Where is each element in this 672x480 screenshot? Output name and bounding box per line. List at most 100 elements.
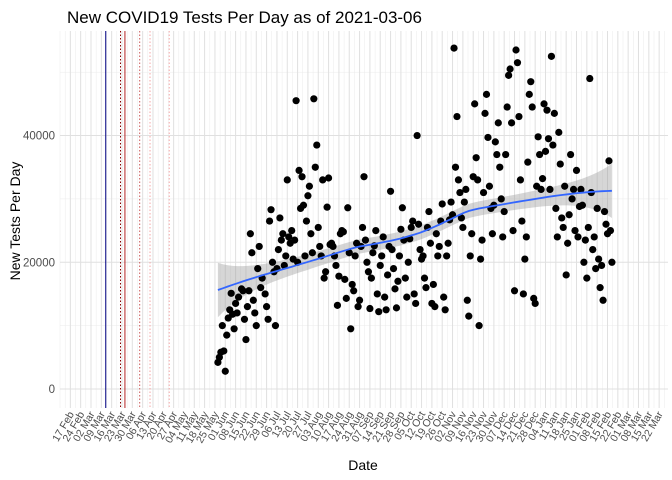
data-point bbox=[521, 255, 529, 263]
data-point bbox=[434, 252, 442, 260]
data-point bbox=[519, 290, 527, 298]
data-point bbox=[510, 287, 519, 295]
data-point bbox=[263, 303, 271, 311]
data-point bbox=[311, 163, 319, 171]
data-point bbox=[313, 141, 321, 149]
event-lines bbox=[105, 31, 170, 408]
data-point bbox=[367, 274, 375, 282]
data-point bbox=[240, 315, 249, 323]
data-point bbox=[339, 228, 347, 236]
data-point bbox=[482, 90, 491, 98]
data-point bbox=[347, 325, 355, 333]
y-tick-label: 0 bbox=[49, 384, 55, 396]
data-point bbox=[556, 160, 564, 168]
data-point bbox=[447, 198, 455, 206]
data-point bbox=[540, 100, 548, 108]
data-point bbox=[555, 128, 563, 136]
data-point bbox=[537, 185, 545, 194]
data-point bbox=[267, 206, 275, 214]
data-point bbox=[271, 322, 280, 330]
data-point bbox=[310, 95, 318, 103]
data-point bbox=[572, 166, 581, 174]
data-point bbox=[608, 258, 616, 266]
data-point bbox=[264, 315, 272, 323]
data-point bbox=[516, 176, 525, 184]
data-point bbox=[435, 242, 443, 251]
data-point bbox=[391, 285, 399, 293]
data-point bbox=[292, 97, 300, 105]
data-point bbox=[348, 280, 356, 289]
data-point bbox=[324, 174, 333, 182]
data-point bbox=[248, 249, 256, 257]
data-point bbox=[351, 252, 359, 260]
data-point bbox=[593, 204, 601, 213]
data-point bbox=[366, 304, 374, 313]
data-point bbox=[316, 242, 324, 251]
smooth-line bbox=[217, 189, 612, 291]
data-point bbox=[422, 284, 430, 292]
data-point bbox=[571, 226, 579, 235]
data-point bbox=[394, 277, 402, 285]
data-point bbox=[283, 176, 291, 184]
data-point bbox=[528, 103, 536, 111]
data-point bbox=[419, 252, 427, 260]
data-point bbox=[416, 245, 424, 254]
data-point bbox=[322, 268, 330, 276]
data-point bbox=[431, 303, 439, 311]
data-point bbox=[410, 290, 418, 298]
data-point bbox=[354, 303, 362, 311]
data-point bbox=[525, 90, 533, 98]
data-point bbox=[479, 188, 488, 197]
data-point bbox=[251, 309, 259, 317]
data-point bbox=[547, 52, 556, 60]
data-point bbox=[282, 252, 290, 260]
data-point bbox=[476, 255, 485, 263]
data-point bbox=[305, 182, 313, 190]
data-point bbox=[581, 236, 589, 244]
data-point bbox=[350, 287, 358, 295]
data-point bbox=[392, 304, 401, 312]
data-point bbox=[407, 223, 415, 232]
data-point bbox=[484, 133, 492, 142]
data-point bbox=[524, 158, 532, 166]
data-point bbox=[358, 223, 367, 232]
chart-title: New COVID19 Tests Per Day as of 2021-03-… bbox=[67, 8, 422, 27]
data-point bbox=[277, 236, 285, 244]
data-point bbox=[471, 100, 479, 108]
data-point bbox=[363, 258, 371, 266]
data-point bbox=[320, 274, 328, 282]
data-point bbox=[538, 175, 547, 183]
data-point bbox=[590, 233, 598, 241]
data-point bbox=[505, 71, 513, 79]
data-point bbox=[341, 275, 349, 283]
data-point bbox=[459, 223, 467, 232]
data-point bbox=[429, 280, 437, 289]
data-point bbox=[314, 223, 322, 232]
data-point bbox=[595, 255, 603, 263]
data-point bbox=[298, 173, 306, 181]
gridlines bbox=[59, 31, 668, 408]
data-point bbox=[499, 233, 507, 241]
data-point bbox=[234, 293, 243, 301]
data-point bbox=[361, 236, 370, 244]
data-point bbox=[474, 176, 482, 184]
data-point bbox=[304, 192, 312, 200]
data-point bbox=[569, 185, 578, 194]
data-point bbox=[552, 204, 560, 213]
data-point bbox=[384, 271, 392, 279]
data-point bbox=[543, 106, 551, 114]
data-point bbox=[602, 220, 610, 228]
data-point bbox=[420, 274, 429, 282]
data-point bbox=[291, 236, 299, 244]
data-point bbox=[388, 245, 396, 254]
data-point bbox=[376, 261, 384, 270]
data-point bbox=[375, 308, 383, 316]
data-point bbox=[485, 182, 494, 190]
data-point bbox=[243, 303, 252, 311]
data-point bbox=[478, 236, 486, 244]
data-point bbox=[462, 185, 470, 194]
data-points bbox=[214, 44, 616, 375]
data-point bbox=[415, 220, 423, 228]
data-point bbox=[443, 252, 451, 260]
x-axis-label: Date bbox=[348, 457, 378, 473]
